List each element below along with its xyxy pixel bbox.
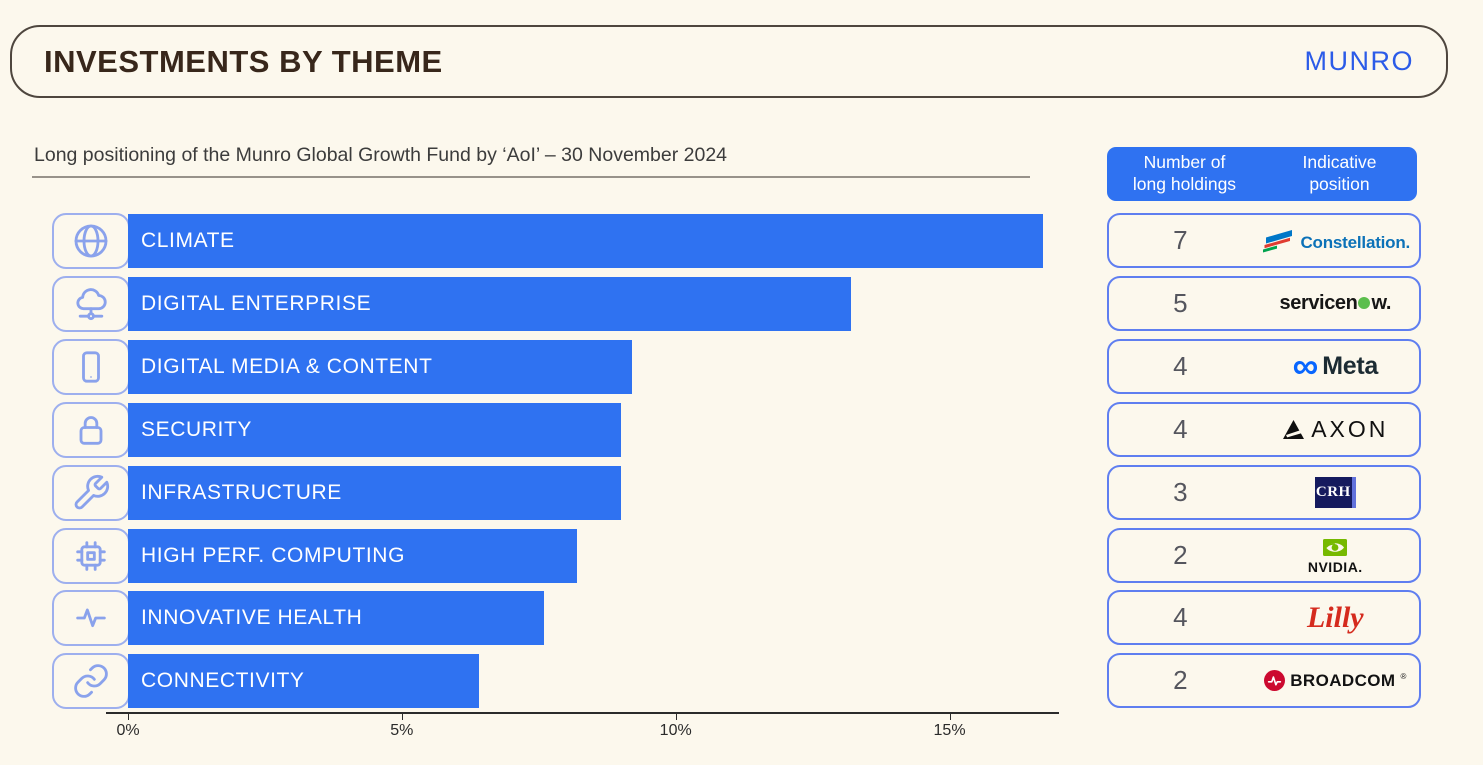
x-tick-mark: [128, 714, 129, 720]
holding-count: 7: [1173, 225, 1188, 255]
bar-high-perf-computing: HIGH PERF. COMPUTING: [128, 528, 578, 583]
holding-logo-cell: AXON: [1252, 416, 1419, 443]
chart-subtitle: Long positioning of the Munro Global Gro…: [34, 144, 728, 166]
theme-icon-box: [52, 401, 130, 458]
servicenow-logo: servicen w.: [1279, 291, 1392, 314]
indicative-position-column-header: Indicative position: [1302, 152, 1377, 194]
bar-connectivity: CONNECTIVITY: [128, 654, 479, 709]
holding-logo-cell: Lilly: [1252, 601, 1419, 635]
holding-row-servicenow: 5 servicen w.: [1107, 275, 1421, 331]
lock-icon: [71, 410, 111, 450]
holding-count: 4: [1173, 602, 1188, 633]
holding-logo-cell: Constellation.: [1252, 228, 1419, 253]
theme-icon-box: [52, 338, 130, 395]
holding-row-axon: 4 AXON: [1107, 401, 1421, 457]
holding-row-meta: 4 ∞ Meta: [1107, 338, 1421, 394]
link-icon: [71, 661, 111, 701]
theme-icon-box: [52, 653, 130, 710]
axon-logo: AXON: [1282, 416, 1388, 443]
wrench-icon: [71, 473, 111, 513]
holding-logo-cell: CRH: [1252, 476, 1419, 508]
x-tick-mark: [401, 714, 403, 720]
bar-digital-enterprise: DIGITAL ENTERPRISE: [128, 276, 851, 331]
bar-label: CONNECTIVITY: [141, 669, 305, 693]
theme-icon-box: [52, 275, 130, 332]
x-tick-label: 15%: [933, 722, 966, 739]
nvidia-logo: NVIDIA.: [1308, 537, 1363, 574]
header-bar: INVESTMENTS BY THEME MUNRO: [10, 25, 1448, 98]
subtitle-divider: [32, 176, 1030, 178]
holding-row-broadcom: 2 BROADCOM ®: [1107, 653, 1421, 709]
globe-icon: [71, 221, 111, 261]
holding-count: 4: [1173, 413, 1188, 444]
holdings-panel-header: Number of long holdings Indicative posit…: [1107, 147, 1417, 201]
holding-count: 4: [1173, 350, 1188, 381]
holding-row-constellation: 7 Constellation.: [1107, 213, 1421, 268]
x-tick-mark: [949, 714, 951, 720]
theme-icon-box: [52, 213, 130, 269]
crh-logo: CRH: [1314, 476, 1356, 508]
holding-logo-cell: ∞ Meta: [1252, 345, 1419, 387]
holding-row-crh: 3 CRH: [1107, 464, 1421, 520]
x-tick-mark: [675, 714, 677, 720]
bar-label: DIGITAL ENTERPRISE: [141, 291, 372, 315]
investments-by-theme-bar-chart: CLIMATE DIGITAL ENTERPRISE DIGITAL MEDIA &…: [52, 213, 1059, 739]
x-tick-label: 0%: [116, 722, 140, 739]
bar-digital-media-content: DIGITAL MEDIA & CONTENT: [128, 339, 632, 394]
bar-label: HIGH PERF. COMPUTING: [141, 543, 406, 567]
theme-icon-box: [52, 527, 130, 584]
bar-label: CLIMATE: [141, 229, 235, 252]
holding-count: 2: [1173, 539, 1188, 570]
holding-row-nvidia: 2 NVIDIA.: [1107, 527, 1421, 583]
bar-innovative-health: INNOVATIVE HEALTH: [128, 591, 545, 646]
x-tick-label: 5%: [390, 722, 414, 739]
holdings-count-column-header: Number of long holdings: [1132, 152, 1237, 194]
holding-logo-cell: NVIDIA.: [1252, 537, 1419, 574]
x-tick-label: 10%: [659, 722, 692, 739]
cloud-network-icon: [71, 284, 111, 324]
munro-logo: MUNRO: [1304, 46, 1414, 76]
bar-label: INFRASTRUCTURE: [141, 480, 342, 504]
holding-logo-cell: BROADCOM ®: [1252, 670, 1419, 692]
bar-label: SECURITY: [141, 417, 252, 441]
lilly-logo: Lilly: [1306, 600, 1364, 634]
bar-climate: CLIMATE: [128, 214, 1043, 268]
bar-label: DIGITAL MEDIA & CONTENT: [141, 354, 433, 378]
tablet-icon: [71, 347, 111, 387]
holding-logo-cell: servicen w.: [1252, 292, 1419, 315]
chip-icon: [71, 536, 111, 576]
broadcom-logo: BROADCOM ®: [1264, 670, 1406, 692]
pulse-icon: [71, 598, 111, 638]
holding-count: 5: [1173, 287, 1188, 318]
bar-security: SECURITY: [128, 402, 621, 457]
x-axis: [106, 712, 1059, 714]
constellation-logo: Constellation.: [1260, 228, 1410, 253]
page-title: INVESTMENTS BY THEME: [44, 43, 443, 79]
theme-icon-box: [52, 464, 130, 521]
bar-label: INNOVATIVE HEALTH: [141, 606, 363, 630]
holding-count: 2: [1173, 665, 1188, 696]
holding-row-lilly: 4 Lilly: [1107, 590, 1421, 646]
theme-icon-box: [52, 590, 130, 647]
holding-count: 3: [1173, 476, 1188, 507]
meta-logo: ∞ Meta: [1292, 345, 1379, 387]
bar-infrastructure: INFRASTRUCTURE: [128, 465, 621, 520]
